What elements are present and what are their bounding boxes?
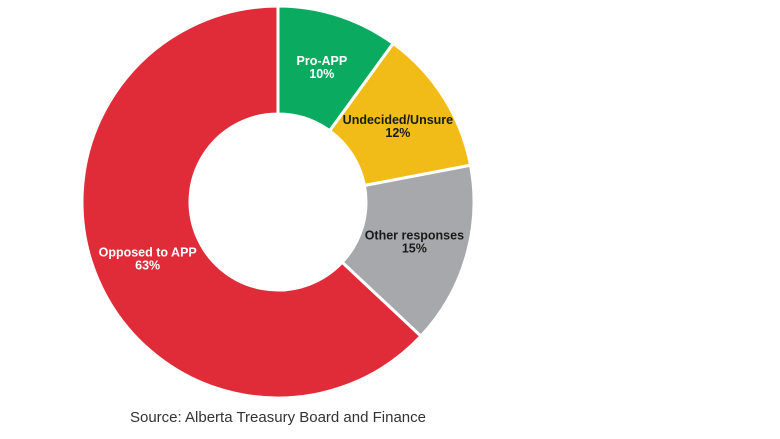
slice-label: Undecided/Unsure	[343, 113, 453, 127]
slice-value-label: 10%	[309, 67, 334, 81]
chart-slices	[80, 4, 476, 400]
slice-value-label: 15%	[402, 242, 427, 256]
slice-value-label: 63%	[135, 258, 160, 272]
slice-opposed-to-app	[80, 4, 423, 400]
slice-label: Opposed to APP	[99, 245, 197, 259]
slice-label: Other responses	[365, 229, 464, 243]
slice-other-responses	[340, 163, 476, 338]
source-note: Source: Alberta Treasury Board and Finan…	[129, 409, 426, 426]
slice-value-label: 12%	[385, 126, 410, 140]
slice-label: Pro-APP	[297, 54, 348, 68]
